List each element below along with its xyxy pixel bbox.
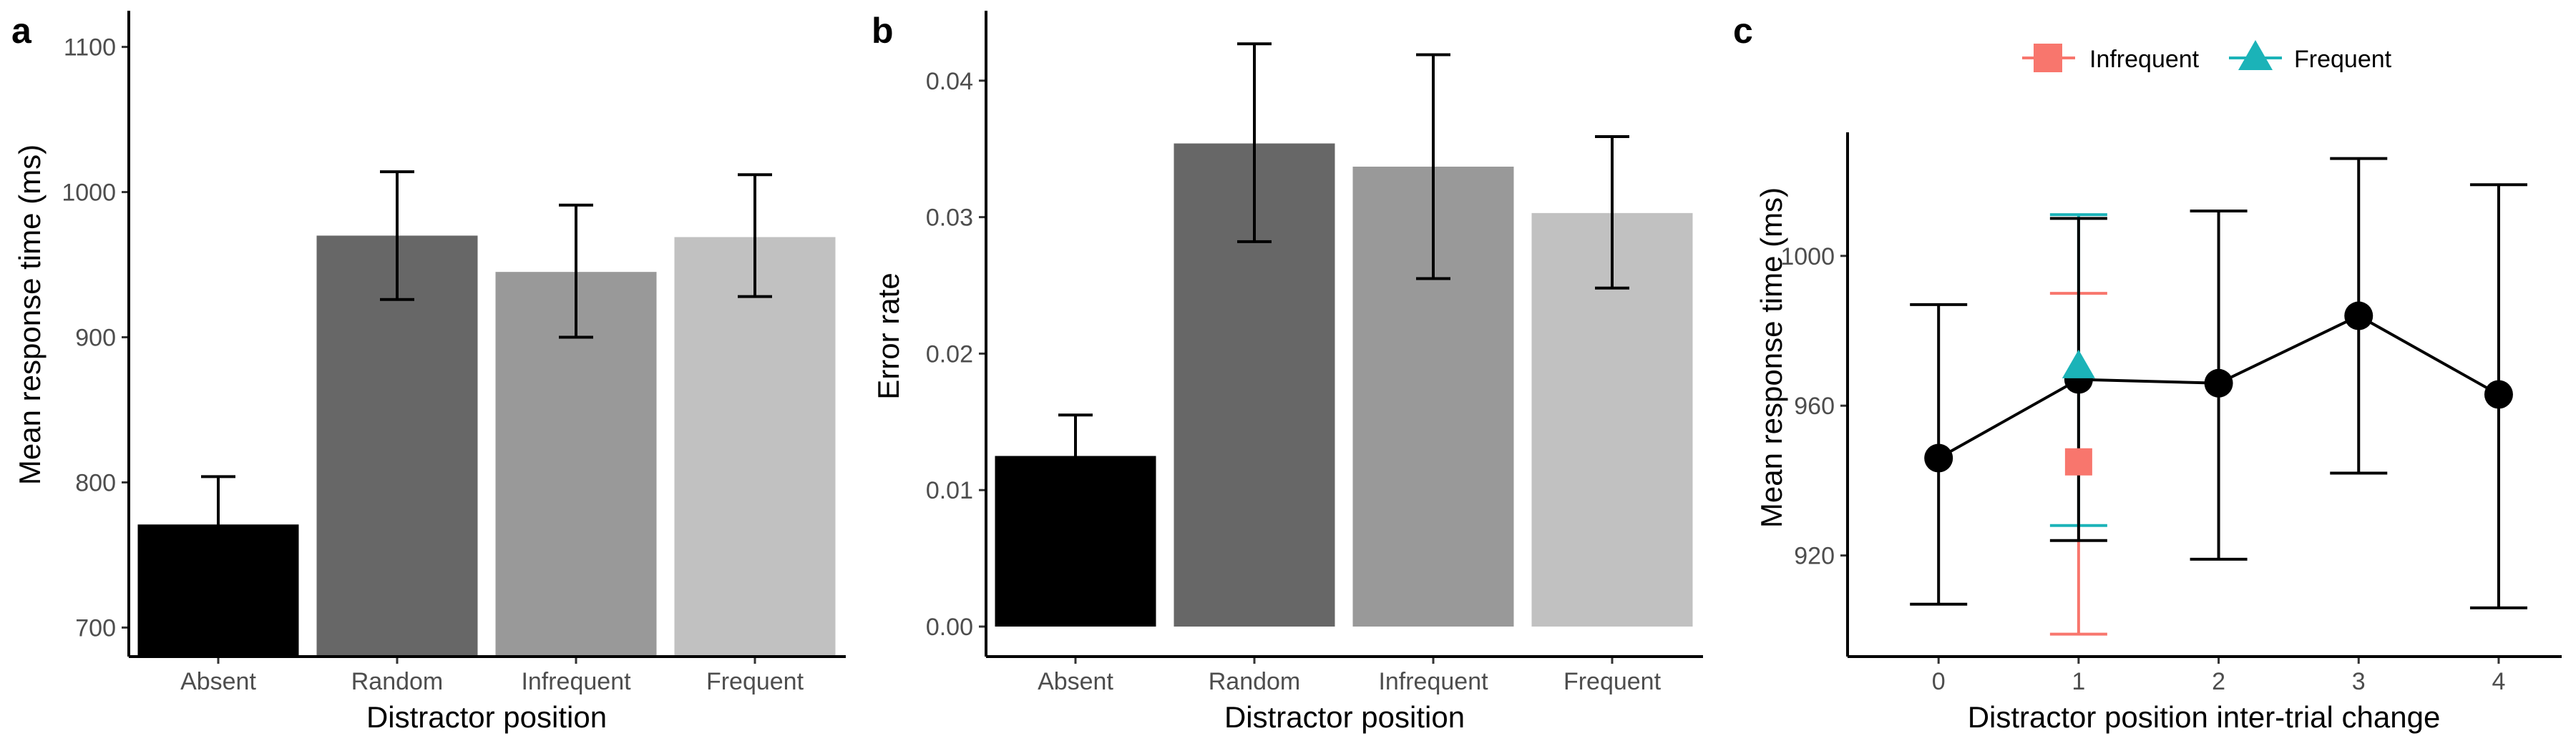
panel-b-xtick-label: Absent <box>1038 668 1113 695</box>
panel-c-frequent-point <box>2062 349 2095 378</box>
panel-c-ylabel: Mean response time (ms) <box>1755 187 1788 528</box>
panel-c-point-3 <box>2344 301 2373 330</box>
legend: Infrequent Frequent <box>2022 40 2392 73</box>
panel-a-bar-random <box>316 235 478 657</box>
panel-b-bar-chart: Absent Random Infrequent Frequent 0.00 0.01 0.… <box>926 11 1703 695</box>
panel-c-point-0 <box>1924 443 1953 473</box>
panel-a-bar-frequent <box>674 237 836 657</box>
panel-c-point-2 <box>2204 368 2233 398</box>
panel-b-ytick-label: 0.03 <box>926 205 973 232</box>
panel-c-xtick-label: 0 <box>1932 668 1946 695</box>
panel-a-xtick-label: Random <box>351 668 444 695</box>
panel-a-ytick-label: 700 <box>75 614 116 642</box>
panel-c-point-4 <box>2484 380 2513 409</box>
panel-b-ytick-label: 0.00 <box>926 614 973 641</box>
panel-b-ytick-label: 0.04 <box>926 68 973 95</box>
panel-c-xtick-label: 1 <box>2072 668 2085 695</box>
panel-a-ytick-label: 800 <box>75 469 116 496</box>
panel-b-xtick-label: Infrequent <box>1378 668 1488 695</box>
panel-b-ylabel: Error rate <box>872 273 905 399</box>
panel-label-a: a <box>11 11 32 51</box>
panel-b-ytick-label: 0.01 <box>926 477 973 504</box>
panel-c-xtick-label: 3 <box>2352 668 2366 695</box>
panel-c-xtick-label: 2 <box>2212 668 2225 695</box>
legend-frequent-triangle-icon <box>2238 40 2273 70</box>
panel-a-bar-chart: Absent Random Infrequent Frequent 700 800 900 1… <box>62 11 846 695</box>
panel-c-xtick-label: 4 <box>2492 668 2505 695</box>
panel-c-xlabel: Distractor position inter-trial change <box>1968 700 2441 734</box>
legend-infrequent-square-icon <box>2034 44 2062 72</box>
panel-b-xtick-label: Frequent <box>1563 668 1662 695</box>
panel-a-xlabel: Distractor position <box>366 700 607 734</box>
legend-infrequent-label: Infrequent <box>2089 46 2200 73</box>
panel-a-ytick-label: 900 <box>75 325 116 352</box>
panel-a-xtick-label: Absent <box>180 668 256 695</box>
panel-b-ytick-label: 0.02 <box>926 340 973 368</box>
panel-a-xtick-label: Frequent <box>706 668 804 695</box>
panel-a-xtick-label: Infrequent <box>521 668 631 695</box>
panel-a-ylabel: Mean response time (ms) <box>13 144 47 485</box>
panel-c-line-chart: 0 1 2 3 4 920 960 1000 <box>1780 132 2562 695</box>
panel-a-ytick-label: 1000 <box>62 180 116 207</box>
panel-a-ytick-label: 1100 <box>64 34 116 62</box>
panel-c-ytick-label: 1000 <box>1780 243 1835 270</box>
legend-frequent-label: Frequent <box>2294 46 2392 73</box>
panel-label-c: c <box>1733 11 1753 51</box>
panel-label-b: b <box>872 11 894 51</box>
panel-b-xlabel: Distractor position <box>1224 700 1465 734</box>
panel-b-xtick-label: Random <box>1209 668 1301 695</box>
panel-c-ytick-label: 920 <box>1794 543 1835 570</box>
panel-c-ytick-label: 960 <box>1794 393 1835 420</box>
panel-c-infrequent-point <box>2064 448 2092 476</box>
